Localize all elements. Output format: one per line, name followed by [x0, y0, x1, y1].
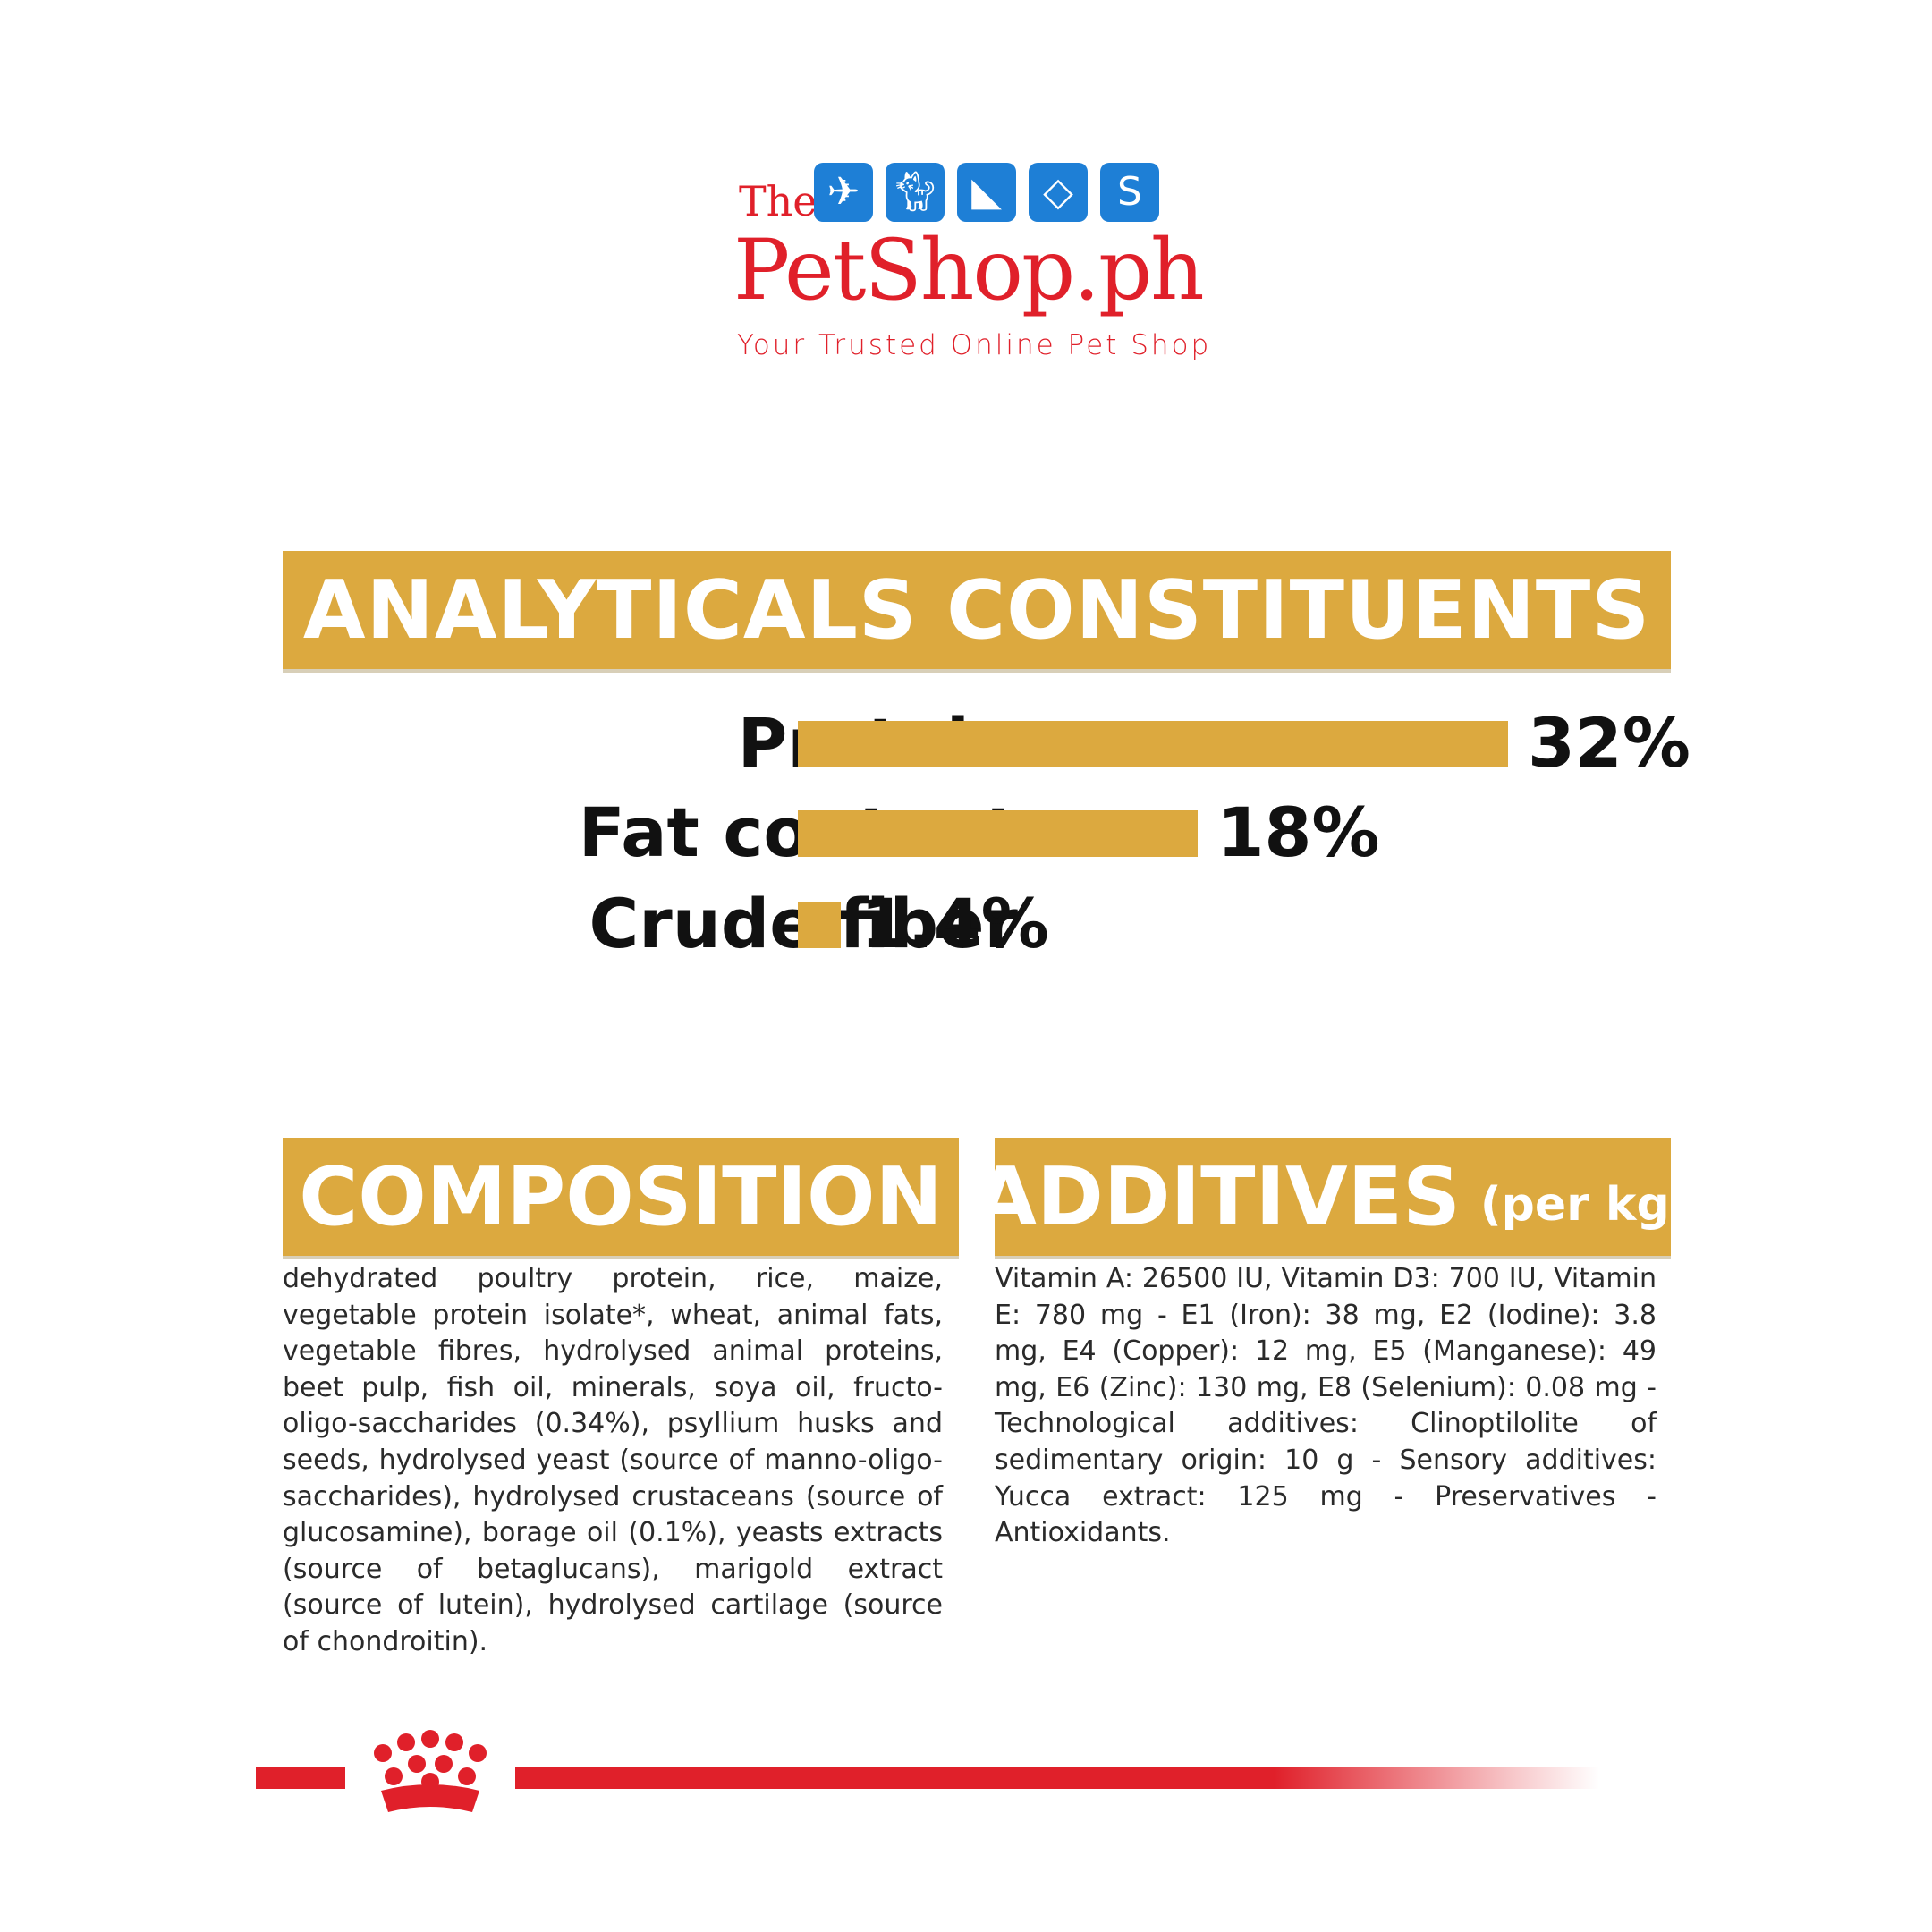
- crown-logo-icon: [374, 1730, 487, 1812]
- additives-text: Vitamin A: 26500 IU, Vitamin D3: 700 IU,…: [995, 1263, 1657, 1549]
- dog-icon: ◣: [957, 163, 1016, 222]
- brand-line-right: [515, 1767, 1599, 1789]
- brand-line-left: [256, 1767, 345, 1789]
- additives-title: ADDITIVES: [974, 1149, 1461, 1244]
- composition-banner: COMPOSITION: [283, 1138, 959, 1256]
- fish-icon: ◇: [1029, 163, 1088, 222]
- analytics-title: ANALYTICALS CONSTITUENTS: [302, 563, 1651, 657]
- logo-icon-row: ✈ 🐈︎ ◣ ◇ S: [814, 163, 1159, 222]
- chart-value-label: 18%: [1216, 792, 1380, 872]
- bird-icon: ✈: [814, 163, 873, 222]
- chart-value-label: 1.4%: [860, 883, 1049, 963]
- chart-value-label: 32%: [1528, 702, 1690, 783]
- chart-row: Crude fiber 1.4%: [283, 878, 1678, 968]
- chart-bar: [798, 902, 841, 948]
- chart-row: Protein32%: [283, 698, 1690, 787]
- logo-name: PetShop.ph: [733, 222, 1205, 319]
- logo-the-text: The: [739, 177, 818, 225]
- additives-subtitle: (per kg): [1479, 1178, 1691, 1232]
- logo-tagline: Your Trusted Online Pet Shop: [737, 329, 1212, 361]
- cat-icon: 🐈︎: [886, 163, 945, 222]
- petshop-logo: The ✈ 🐈︎ ◣ ◇ S PetShop.ph Your Trusted O…: [733, 161, 1234, 376]
- analytics-banner: ANALYTICALS CONSTITUENTS: [283, 551, 1671, 669]
- snake-icon: S: [1100, 163, 1159, 222]
- additives-banner: ADDITIVES (per kg): [975, 1138, 1690, 1256]
- chart-row: Fat content18%: [283, 787, 1678, 877]
- chart-bar: [798, 810, 1198, 857]
- composition-title: COMPOSITION: [299, 1149, 943, 1244]
- chart-bar: [798, 721, 1508, 767]
- composition-text: dehydrated poultry protein, rice, maize,…: [283, 1263, 943, 1657]
